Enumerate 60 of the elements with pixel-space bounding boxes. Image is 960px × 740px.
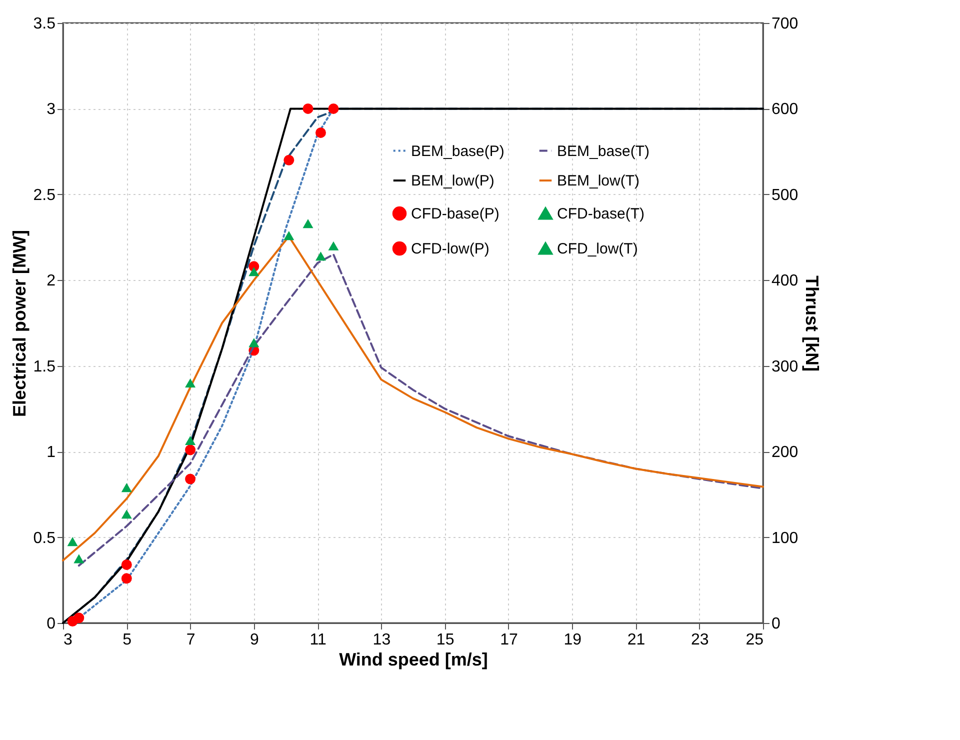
point (248, 338, 260, 348)
point (328, 241, 339, 250)
y2-tick-label: 400 (772, 272, 798, 290)
point (185, 436, 196, 445)
x-tick-label: 3 (64, 632, 72, 648)
y-axis-title: Electrical power [MW] (9, 230, 30, 418)
y2-tick-label: 200 (772, 444, 798, 462)
x-tick-label: 23 (690, 632, 709, 648)
legend-label: BEM_low(P) (411, 172, 494, 190)
legend-label: BEM_base(P) (411, 142, 504, 160)
x-tick-label: 5 (122, 632, 132, 648)
y-tick-label: 1.5 (33, 358, 56, 376)
point (315, 252, 326, 261)
point (121, 483, 132, 492)
point (74, 554, 84, 564)
point (121, 573, 132, 584)
x-tick-label: 7 (186, 632, 196, 648)
y2-tick-label: 500 (772, 186, 798, 204)
x-tick-label: 11 (310, 632, 326, 648)
y-tick-label: 2.5 (33, 186, 56, 204)
y2-tick-label: 700 (772, 16, 798, 32)
y-tick-label: 3 (46, 101, 56, 118)
point (302, 219, 314, 228)
y2-axis-title: Thrust [kN] (802, 276, 822, 372)
x-tick-label: 9 (250, 632, 259, 648)
x-tick-label: 25 (746, 632, 764, 648)
x-tick-label: 13 (372, 632, 391, 648)
x-tick-label: 17 (500, 632, 518, 648)
y-tick-label: 0 (46, 616, 56, 632)
legend-label: BEM_low(T) (557, 172, 640, 190)
point (284, 231, 294, 240)
point (67, 616, 78, 627)
legend-label: CFD-base(P) (411, 206, 500, 222)
point (121, 559, 132, 570)
y-tick-label: 3.5 (33, 16, 56, 32)
y-tick-label: 0.5 (33, 530, 56, 547)
point (302, 103, 314, 114)
y-tick-label: 2 (46, 272, 56, 290)
point (67, 537, 78, 546)
point (121, 510, 132, 519)
y-tick-label: 1 (46, 444, 56, 462)
x-axis-title: Wind speed [m/s] (339, 650, 488, 670)
point (315, 127, 326, 138)
legend-label: CFD-low(P) (411, 240, 490, 258)
x-tick-label: 21 (627, 632, 646, 648)
point (328, 103, 339, 114)
legend-label: BEM_base(T) (557, 142, 650, 160)
point (284, 154, 294, 166)
y2-tick-label: 0 (772, 616, 780, 632)
y2-tick-label: 100 (772, 530, 798, 547)
y2-tick-label: 600 (772, 101, 798, 118)
x-tick-label: 15 (436, 632, 454, 648)
point (185, 444, 196, 456)
x-tick-label: 19 (564, 632, 582, 648)
y2-tick-label: 300 (772, 358, 798, 376)
point (185, 474, 196, 484)
legend-label: CFD_low(T) (557, 240, 638, 258)
legend-label: CFD-base(T) (557, 206, 645, 222)
point (185, 378, 196, 388)
point (248, 267, 260, 276)
